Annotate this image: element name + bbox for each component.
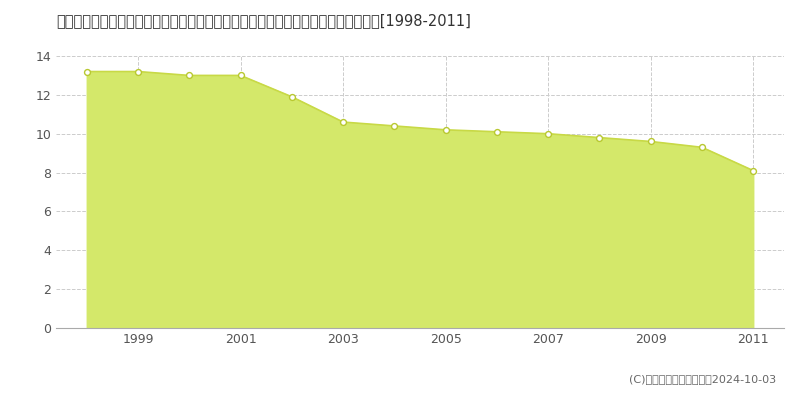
Point (132, 68, 145, 75)
Text: (C)土地価格ドットコム　2024-10-03: (C)土地価格ドットコム 2024-10-03 (629, 374, 776, 384)
Point (388, 123, 401, 129)
Point (286, 94, 298, 100)
Point (644, 138, 657, 145)
Point (747, 168, 760, 174)
Point (439, 127, 452, 133)
Point (490, 128, 503, 135)
Point (234, 72, 247, 79)
Point (695, 144, 708, 150)
Point (183, 72, 196, 79)
Point (80, 68, 93, 75)
Point (542, 130, 554, 137)
Text: 広島県広島市安佐北区安佐町大字飯室字森城６８７９番２３　基準地価　地価推移[1998-2011]: 広島県広島市安佐北区安佐町大字飯室字森城６８７９番２３ 基準地価 地価推移[19… (56, 13, 471, 28)
Point (593, 134, 606, 141)
Point (337, 119, 350, 125)
